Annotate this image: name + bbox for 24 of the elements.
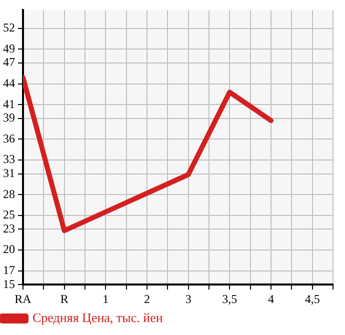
y-tick-label: 31: [3, 166, 15, 180]
x-tick-label: 1: [102, 292, 109, 306]
x-tick-label: 3,5: [222, 292, 238, 306]
y-tick-label: 47: [3, 55, 15, 70]
y-tick-label: 52: [3, 20, 15, 35]
x-tick-label: R: [60, 292, 68, 306]
y-tick-label: 23: [3, 221, 15, 236]
y-tick-label: 25: [3, 208, 15, 222]
x-tick-label: 4: [268, 292, 274, 306]
y-tick-label: 49: [3, 41, 15, 56]
y-tick-label: 20: [3, 242, 15, 256]
y-tick-label: 33: [3, 152, 15, 166]
y-tick-label: 28: [3, 186, 15, 201]
y-tick-label: 39: [3, 110, 15, 125]
legend-label: Средняя Цена, тыс. йен: [32, 310, 163, 325]
y-tick-label: 36: [3, 131, 15, 146]
x-tick-label: 3: [185, 292, 192, 306]
y-tick-label: 44: [3, 76, 15, 90]
x-tick-label: 2: [144, 292, 150, 306]
y-tick-label: 41: [3, 96, 15, 111]
y-tick-label: 15: [3, 276, 15, 291]
y-tick-label: 17: [3, 262, 15, 277]
x-tick-label: RA: [14, 292, 32, 306]
x-tick-label: 4,5: [304, 292, 320, 306]
